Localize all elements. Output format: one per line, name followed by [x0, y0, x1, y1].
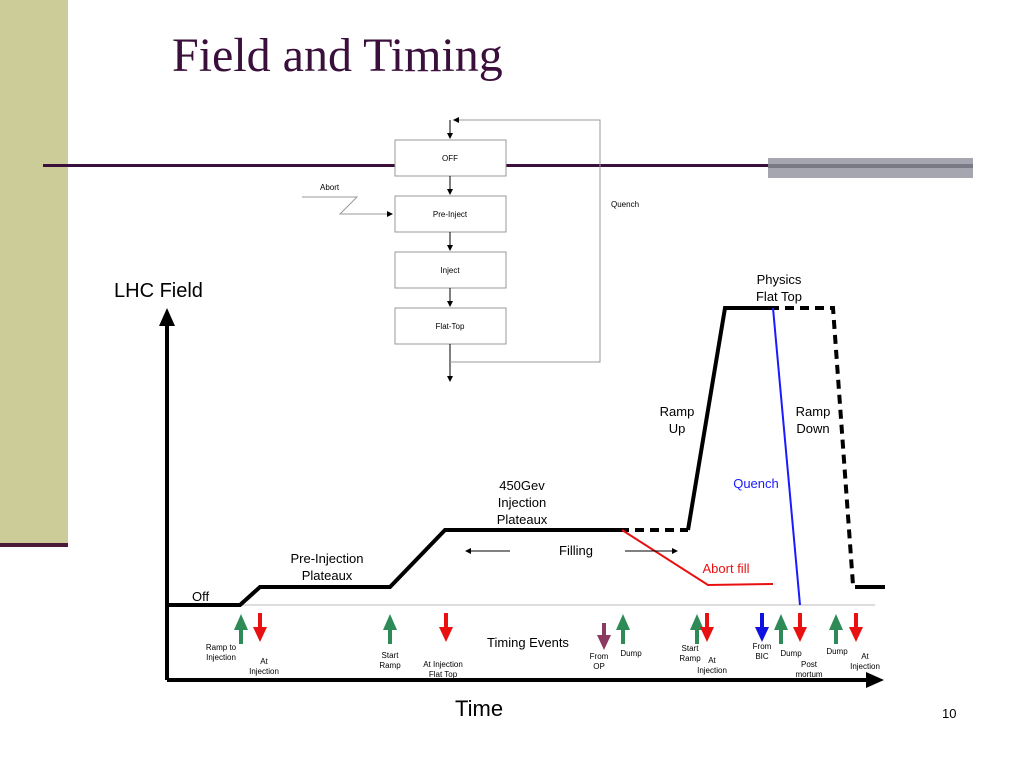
left-decor-bar [0, 0, 68, 543]
quench-loop-arrowhead [453, 117, 459, 123]
event-arrow-down-at-injection-c [849, 613, 863, 642]
field-ramp-up [686, 306, 770, 531]
state-flattop-label: Flat-Top [436, 322, 465, 331]
label-ramp-down-1: Ramp [796, 404, 831, 419]
event-label-start-ramp-b-2: Ramp [679, 654, 701, 663]
label-injection-3: Plateaux [497, 512, 548, 527]
state-preinject-label: Pre-Inject [433, 210, 468, 219]
field-ramp-down-dashed [770, 306, 857, 589]
event-arrow-up-dump-b [774, 614, 788, 644]
y-axis-arrowhead [159, 308, 175, 326]
state-machine: OFF Pre-Inject Inject Flat-Top Quench Ab… [302, 117, 639, 382]
label-filling: Filling [559, 543, 593, 558]
event-arrow-down-at-injection-flat-top [439, 613, 453, 642]
label-injection-2: Injection [498, 495, 546, 510]
state-off-label: OFF [442, 154, 458, 163]
event-label-at-inj-c-1: At [861, 652, 869, 661]
event-label-dump-b: Dump [780, 649, 802, 658]
label-physics-1: Physics [757, 272, 802, 287]
x-axis-label: Time [455, 696, 503, 721]
label-timing-events: Timing Events [487, 635, 569, 650]
event-label-at-inj-flat-1: At Injection [423, 660, 463, 669]
label-abort-fill: Abort fill [703, 561, 750, 576]
quench-loop [450, 119, 601, 363]
abort-line [302, 196, 392, 215]
event-arrow-up-start-ramp [383, 614, 397, 644]
event-label-dump-a: Dump [620, 649, 642, 658]
title-rule-accent [768, 158, 973, 178]
label-ramp-down-2: Down [796, 421, 829, 436]
field-profile [167, 306, 885, 607]
event-arrow-up-start-ramp-b [690, 614, 704, 644]
x-axis-arrowhead [866, 672, 884, 688]
timing-event-labels: Ramp to Injection At Injection Start Ram… [206, 642, 880, 679]
event-label-from-bic-2: BIC [755, 652, 769, 661]
event-arrow-up-ramp-to-injection [234, 614, 248, 644]
event-label-ramp-to-1: Ramp to [206, 643, 237, 652]
event-arrow-up-dump-c [829, 614, 843, 644]
abort-fill-line [621, 529, 774, 587]
state-flattop-box [394, 307, 507, 345]
label-preinjection-1: Pre-Injection [291, 551, 364, 566]
label-injection-1: 450Gev [499, 478, 545, 493]
event-label-start-ramp-a-2: Ramp [379, 661, 401, 670]
page-number: 10 [942, 706, 957, 721]
event-label-at-inj-c-2: Injection [850, 662, 880, 671]
event-arrow-down-at-injection [253, 613, 267, 642]
event-label-at-inj-a-1: At [260, 657, 268, 666]
event-arrow-down-from-bic [755, 613, 769, 642]
title-rule-accent-inner [768, 164, 973, 168]
event-arrow-down-at-injection-b [700, 613, 714, 642]
event-label-from-op-2: OP [593, 662, 605, 671]
state-inject-label: Inject [440, 266, 460, 275]
event-label-dump-c: Dump [826, 647, 848, 656]
timing-event-arrows [234, 613, 863, 650]
y-axis-label: LHC Field [114, 280, 203, 302]
left-decor-underline [0, 543, 68, 547]
event-label-start-ramp-a-1: Start [382, 651, 400, 660]
event-label-from-bic-1: From [753, 642, 772, 651]
event-arrow-down-from-op [597, 623, 611, 650]
label-ramp-up-1: Ramp [660, 404, 695, 419]
label-preinjection-2: Plateaux [302, 568, 353, 583]
event-label-at-inj-a-2: Injection [249, 667, 279, 676]
label-off: Off [192, 589, 209, 604]
event-label-start-ramp-b-1: Start [682, 644, 700, 653]
event-label-at-inj-flat-2: Flat Top [429, 670, 458, 679]
event-label-at-inj-b-2: Injection [697, 666, 727, 675]
event-label-post-mortem-1: Post [801, 660, 818, 669]
label-physics-2: Flat Top [756, 289, 802, 304]
quench-state-label: Quench [611, 200, 639, 209]
axes [159, 308, 884, 688]
label-ramp-up-2: Up [669, 421, 686, 436]
event-label-at-inj-b-1: At [708, 656, 716, 665]
field-solid-lower [167, 528, 620, 607]
quench-line [772, 307, 801, 606]
event-label-ramp-to-2: Injection [206, 653, 236, 662]
label-quench: Quench [733, 476, 779, 491]
event-arrow-down-post-mortem [793, 613, 807, 642]
event-label-from-op-1: From [590, 652, 609, 661]
slide-title: Field and Timing [172, 29, 503, 82]
event-arrow-up-dump-a [616, 614, 630, 644]
abort-arrowhead [387, 211, 393, 217]
event-label-post-mortem-2: mortum [795, 670, 822, 679]
abort-state-label: Abort [320, 183, 340, 192]
state-preinject-box [394, 195, 507, 233]
